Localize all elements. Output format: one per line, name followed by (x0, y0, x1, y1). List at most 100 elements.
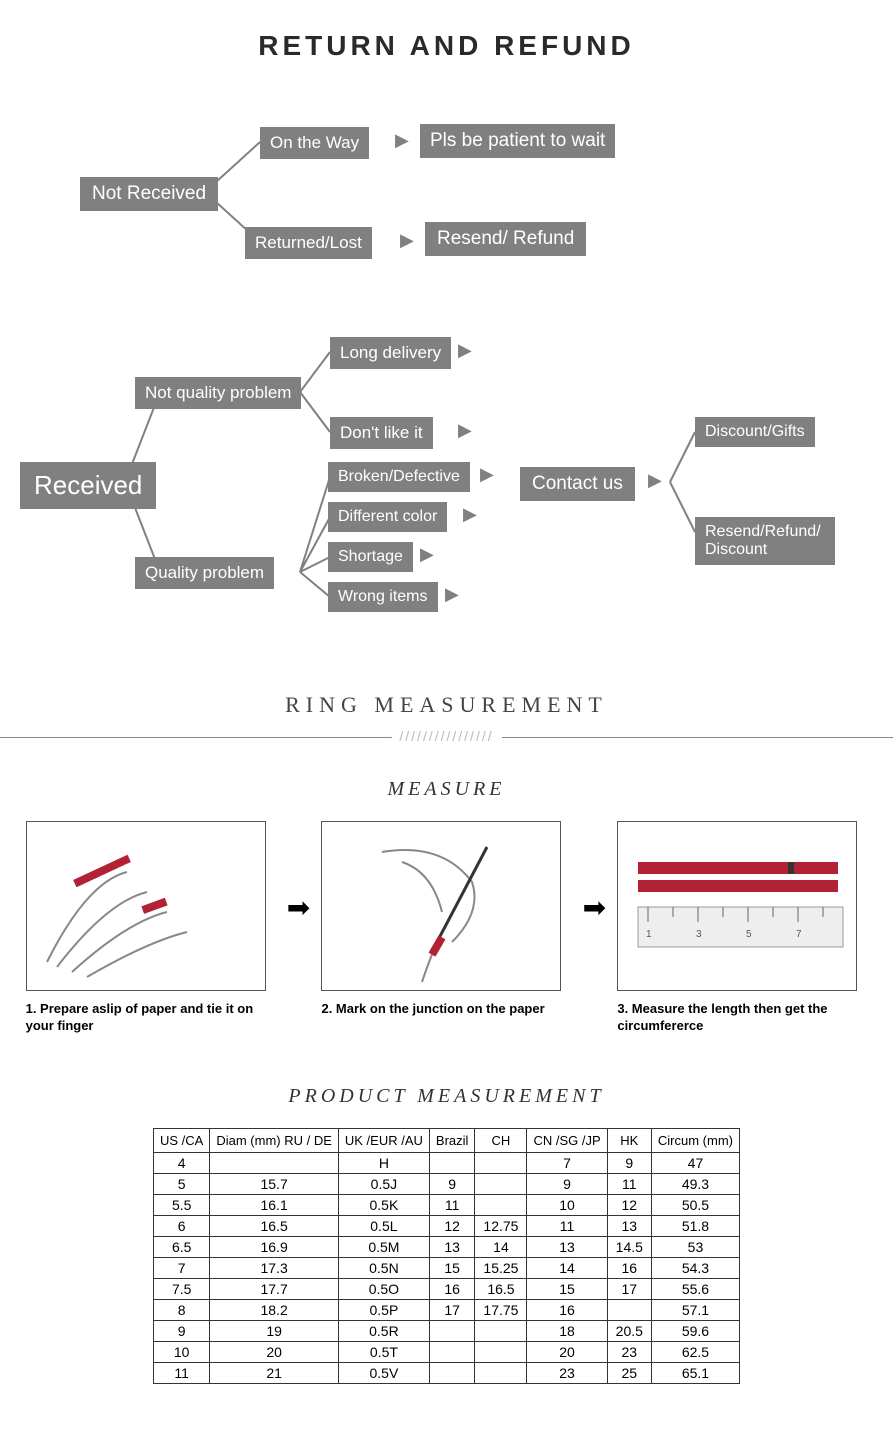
svg-text:5: 5 (746, 929, 752, 940)
table-cell: 0.5P (338, 1299, 429, 1320)
ring-measurement-section: RING MEASUREMENT //////////////// MEASUR… (0, 682, 893, 1384)
table-row: 4H7947 (154, 1152, 740, 1173)
table-cell: 9 (429, 1173, 475, 1194)
table-cell: 20 (527, 1341, 607, 1362)
svg-text:3: 3 (696, 929, 702, 940)
table-row: 818.20.5P1717.751657.1 (154, 1299, 740, 1320)
table-cell (210, 1152, 339, 1173)
table-cell (429, 1152, 475, 1173)
table-cell: 13 (429, 1236, 475, 1257)
arrow-icon: ▶ (400, 230, 414, 251)
table-cell: 50.5 (651, 1194, 739, 1215)
table-cell: 11 (527, 1215, 607, 1236)
table-cell: 0.5R (338, 1320, 429, 1341)
table-cell: 12.75 (475, 1215, 527, 1236)
node-broken-defective: Broken/Defective (328, 462, 470, 492)
table-cell: 0.5L (338, 1215, 429, 1236)
table-cell: 15 (527, 1278, 607, 1299)
step-2-image (321, 821, 561, 991)
table-row: 11210.5V232565.1 (154, 1362, 740, 1383)
node-different-color: Different color (328, 502, 447, 532)
arrow-icon: ▶ (395, 130, 409, 151)
table-cell: 16.1 (210, 1194, 339, 1215)
table-cell: 6 (154, 1215, 210, 1236)
step-2-caption: 2. Mark on the junction on the paper (321, 1001, 571, 1018)
table-cell: 19 (210, 1320, 339, 1341)
table-row: 515.70.5J991149.3 (154, 1173, 740, 1194)
table-cell: 16 (429, 1278, 475, 1299)
table-cell: 53 (651, 1236, 739, 1257)
arrow-icon: ▶ (463, 504, 477, 525)
measure-steps: 1. Prepare aslip of paper and tie it on … (0, 821, 893, 1035)
table-cell: 0.5N (338, 1257, 429, 1278)
arrow-icon: ▶ (458, 420, 472, 441)
table-cell: 55.6 (651, 1278, 739, 1299)
table-cell: 7.5 (154, 1278, 210, 1299)
node-received: Received (20, 462, 156, 509)
table-cell: 13 (527, 1236, 607, 1257)
table-cell: 17 (607, 1278, 651, 1299)
node-patient-wait: Pls be patient to wait (420, 124, 615, 158)
table-cell: 0.5O (338, 1278, 429, 1299)
node-contact-us: Contact us (520, 467, 635, 501)
table-cell: 13 (607, 1215, 651, 1236)
flowchart-received: Received Not quality problem Quality pro… (0, 322, 893, 642)
arrow-icon: ▶ (420, 544, 434, 565)
table-cell: 6.5 (154, 1236, 210, 1257)
step-2: 2. Mark on the junction on the paper (321, 821, 571, 1018)
table-cell: 54.3 (651, 1257, 739, 1278)
table-cell: 14 (527, 1257, 607, 1278)
table-cell: 20 (210, 1341, 339, 1362)
arrow-icon: ➡ (287, 891, 310, 924)
title-return-refund: RETURN AND REFUND (0, 30, 893, 62)
table-cell: 51.8 (651, 1215, 739, 1236)
table-row: 7.517.70.5O1616.5151755.6 (154, 1278, 740, 1299)
divider: //////////////// (0, 728, 893, 748)
table-cell: 15.25 (475, 1257, 527, 1278)
table-cell: 11 (607, 1173, 651, 1194)
arrow-icon: ▶ (480, 464, 494, 485)
measurement-table: US /CADiam (mm) RU / DEUK /EUR /AUBrazil… (153, 1128, 740, 1384)
subtitle-measure: MEASURE (0, 778, 893, 801)
hatch-decoration: //////////////// (391, 728, 501, 744)
subtitle-product-measurement: PRODUCT MEASUREMENT (0, 1085, 893, 1108)
table-cell (607, 1299, 651, 1320)
table-row: 10200.5T202362.5 (154, 1341, 740, 1362)
table-row: 717.30.5N1515.25141654.3 (154, 1257, 740, 1278)
table-cell: 18.2 (210, 1299, 339, 1320)
table-cell: 18 (527, 1320, 607, 1341)
table-cell (475, 1341, 527, 1362)
node-not-quality-problem: Not quality problem (135, 377, 301, 409)
node-resend-refund-discount: Resend/Refund/ Discount (695, 517, 835, 565)
table-cell: 8 (154, 1299, 210, 1320)
node-quality-problem: Quality problem (135, 557, 274, 589)
table-cell: 62.5 (651, 1341, 739, 1362)
table-cell: 23 (527, 1362, 607, 1383)
table-cell: 16.9 (210, 1236, 339, 1257)
step-1: 1. Prepare aslip of paper and tie it on … (26, 821, 276, 1035)
table-cell: 25 (607, 1362, 651, 1383)
table-header: UK /EUR /AU (338, 1128, 429, 1152)
table-cell: 15 (429, 1257, 475, 1278)
arrow-icon: ▶ (648, 470, 662, 491)
table-cell: 14.5 (607, 1236, 651, 1257)
table-row: 5.516.10.5K11101250.5 (154, 1194, 740, 1215)
table-cell: 49.3 (651, 1173, 739, 1194)
table-cell (475, 1152, 527, 1173)
table-cell: 9 (607, 1152, 651, 1173)
table-row: 9190.5R1820.559.6 (154, 1320, 740, 1341)
node-not-received: Not Received (80, 177, 218, 211)
table-cell (475, 1320, 527, 1341)
table-row: 616.50.5L1212.75111351.8 (154, 1215, 740, 1236)
table-cell: 20.5 (607, 1320, 651, 1341)
table-cell: 0.5V (338, 1362, 429, 1383)
table-cell: 16.5 (475, 1278, 527, 1299)
table-cell (475, 1362, 527, 1383)
table-cell (475, 1173, 527, 1194)
table-cell: 15.7 (210, 1173, 339, 1194)
svg-text:7: 7 (796, 929, 802, 940)
table-cell: 12 (607, 1194, 651, 1215)
table-header: Diam (mm) RU / DE (210, 1128, 339, 1152)
step-3-image: 1 3 5 7 (617, 821, 857, 991)
table-cell: 0.5T (338, 1341, 429, 1362)
